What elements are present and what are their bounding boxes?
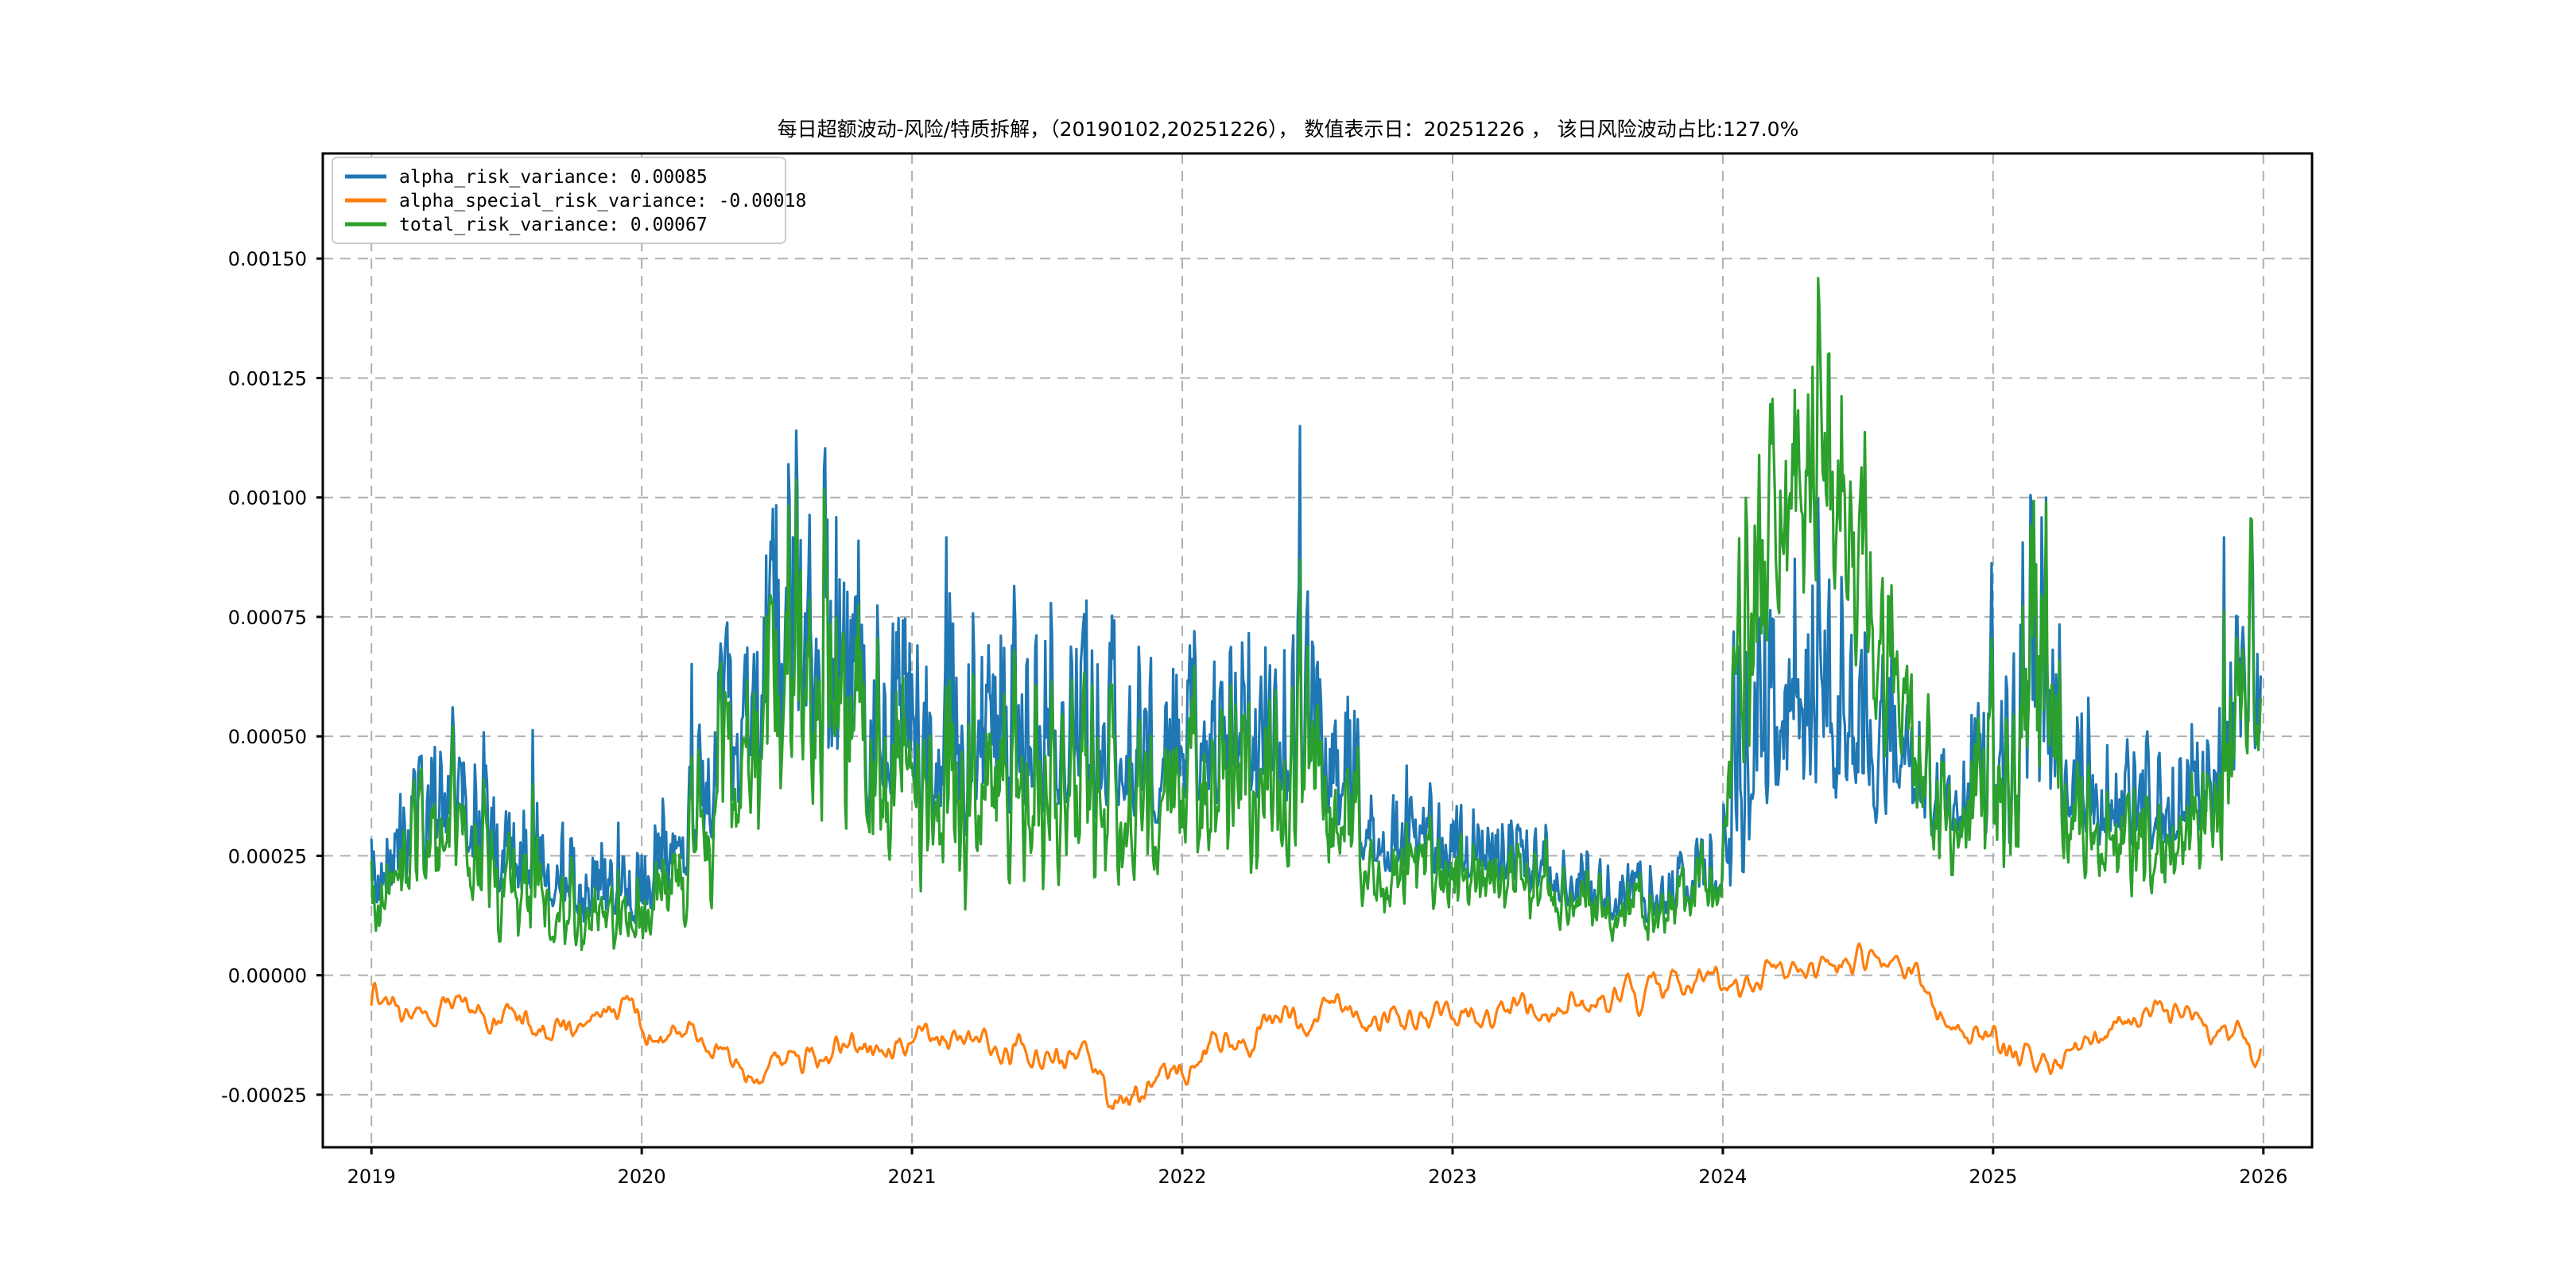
x-axis-tick-label: 2019 <box>347 1166 396 1188</box>
legend-label-alpha_special_risk_variance: alpha_special_risk_variance: -0.00018 <box>399 191 806 211</box>
axes-group <box>316 152 2314 1154</box>
legend-label-alpha_risk_variance: alpha_risk_variance: 0.00085 <box>399 167 708 188</box>
y-axis-tick-label: 0.00000 <box>228 965 307 987</box>
y-axis-tick-label: 0.00150 <box>228 248 307 270</box>
legend-box <box>332 157 786 244</box>
y-axis-tick-label: -0.00025 <box>221 1084 307 1107</box>
legend-group: alpha_risk_variance: 0.00085 alpha_specia… <box>332 157 806 244</box>
data-series-group <box>370 277 2263 1110</box>
gridlines-group <box>323 153 2312 1147</box>
chart-title: 每日超额波动-风险/特质拆解，（20190102,20251226）， 数值表示… <box>777 118 1799 141</box>
series-line-total_risk_variance <box>370 277 2263 952</box>
y-axis-tick-label: 0.00050 <box>228 726 307 748</box>
x-axis-tick-label: 2022 <box>1158 1166 1206 1188</box>
legend-label-total_risk_variance: total_risk_variance: 0.00067 <box>399 215 708 235</box>
y-axis-tick-label: 0.00025 <box>228 845 307 867</box>
y-axis-tick-label: 0.00075 <box>228 607 307 629</box>
x-axis-tick-label: 2026 <box>2239 1166 2287 1188</box>
x-axis-tick-label: 2024 <box>1698 1166 1747 1188</box>
tick-labels-group: 0.00150 0.00125 0.00100 0.00075 0.00050 0.000… <box>221 248 2287 1188</box>
x-axis-tick-label: 2020 <box>618 1166 666 1188</box>
y-axis-tick-label: 0.00125 <box>228 367 307 390</box>
axes-frame <box>321 152 2314 1149</box>
series-line-alpha_risk_variance <box>370 425 2263 924</box>
x-axis-tick-label: 2023 <box>1428 1166 1476 1188</box>
x-axis-tick-label: 2025 <box>1969 1166 2017 1188</box>
y-axis-tick-label: 0.00100 <box>228 487 307 510</box>
series-line-alpha_special_risk_variance <box>370 942 2263 1110</box>
x-axis-tick-label: 2021 <box>888 1166 937 1188</box>
